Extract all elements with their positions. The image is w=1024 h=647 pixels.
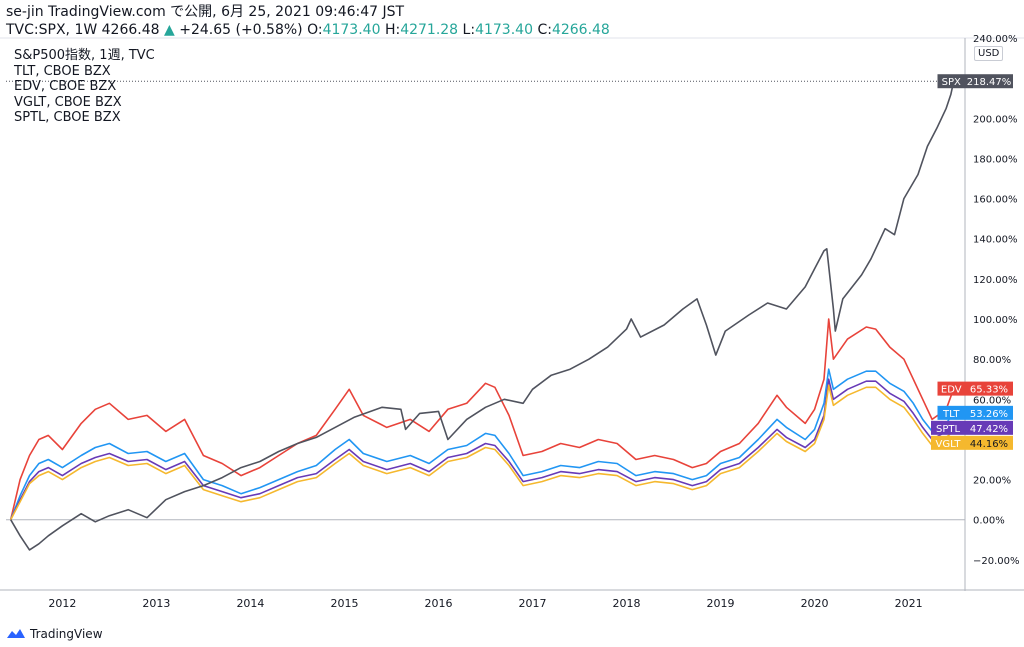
up-arrow-icon: ▲ bbox=[164, 22, 175, 38]
grid bbox=[0, 37, 1024, 521]
y-tick-label: 100.00% bbox=[973, 315, 1018, 326]
y-tick-label-top: 240.00% bbox=[973, 34, 1018, 45]
x-tick-label: 2019 bbox=[707, 597, 735, 610]
x-tick-label: 2013 bbox=[142, 597, 170, 610]
badge-name-bg bbox=[937, 74, 965, 89]
y-tick-label: 200.00% bbox=[973, 114, 1018, 125]
badge-value-bg bbox=[965, 381, 1013, 396]
badge-name: EDV bbox=[941, 385, 962, 396]
series-legend: S&P500指数, 1週, TVC TLT, CBOE BZX EDV, CBO… bbox=[14, 48, 155, 126]
badge-name-bg bbox=[931, 435, 965, 450]
badge-name: VGLT bbox=[936, 439, 962, 450]
x-tick-label: 2018 bbox=[613, 597, 641, 610]
open-value: 4173.40 bbox=[322, 22, 381, 38]
badge-value: 47.42% bbox=[970, 424, 1008, 435]
badge-value: 65.33% bbox=[970, 385, 1008, 396]
series-line-spx bbox=[10, 81, 955, 551]
badge-spx: SPX 218.47% bbox=[937, 74, 1013, 89]
close-value: 4266.48 bbox=[551, 22, 610, 38]
badge-tlt: TLT 53.26% bbox=[937, 405, 1013, 420]
y-axis: −20.00%0.00%20.00%40.00%60.00%80.00%100.… bbox=[964, 34, 1020, 591]
y-tick-label: 160.00% bbox=[973, 195, 1018, 206]
y-tick-label: 0.00% bbox=[973, 516, 1005, 527]
y-tick-label: 120.00% bbox=[973, 275, 1018, 286]
publish-info: se-jin TradingView.com で公開, 6月 25, 2021 … bbox=[6, 4, 405, 20]
badge-vglt: VGLT 44.16% bbox=[931, 435, 1013, 450]
x-tick-label: 2020 bbox=[801, 597, 829, 610]
badge-value: 44.16% bbox=[970, 439, 1008, 450]
y-tick-label: 180.00% bbox=[973, 154, 1018, 165]
footer-brand: TradingView bbox=[6, 627, 103, 641]
low-label: L: bbox=[462, 22, 476, 38]
y-tick-label: −20.00% bbox=[973, 556, 1020, 567]
badge-sptl: SPTL 47.42% bbox=[931, 420, 1013, 435]
series-line-edv bbox=[9, 318, 955, 520]
y-tick-label: 80.00% bbox=[973, 355, 1011, 366]
x-tick-label: 2017 bbox=[519, 597, 547, 610]
series-line-vglt bbox=[9, 384, 955, 521]
series-line-sptl bbox=[9, 378, 955, 521]
badge-value-bg bbox=[965, 420, 1013, 435]
x-tick-label: 2012 bbox=[48, 597, 76, 610]
badge-name-bg bbox=[937, 381, 965, 396]
y-tick-label: 20.00% bbox=[973, 476, 1011, 487]
badge-value: 218.47% bbox=[967, 77, 1012, 88]
legend-item-sptl[interactable]: SPTL, CBOE BZX bbox=[14, 110, 121, 125]
badge-edv: EDV 65.33% bbox=[937, 381, 1013, 396]
symbol-info: TVC:SPX, 1W 4266.48 bbox=[6, 22, 160, 38]
y-tick-label: 140.00% bbox=[973, 235, 1018, 246]
badge-name: SPX bbox=[942, 77, 961, 88]
badge-value-bg bbox=[965, 435, 1013, 450]
currency-button[interactable]: USD bbox=[974, 46, 1004, 61]
low-value: 4173.40 bbox=[475, 22, 533, 38]
ohlc-line: TVC:SPX, 1W 4266.48 ▲ +24.65 (+0.58%) O:… bbox=[6, 21, 610, 39]
badge-name-bg bbox=[937, 405, 965, 420]
open-label: O: bbox=[307, 22, 323, 38]
series-line-tlt bbox=[9, 368, 955, 520]
brand-name: TradingView bbox=[30, 627, 103, 641]
legend-item-edv[interactable]: EDV, CBOE BZX bbox=[14, 79, 117, 94]
chart-header: se-jin TradingView.com で公開, 6月 25, 2021 … bbox=[6, 3, 610, 39]
series-layer bbox=[9, 81, 955, 551]
y-tick-label: 60.00% bbox=[973, 395, 1011, 406]
x-tick-label: 2016 bbox=[424, 597, 452, 610]
high-value: 4271.28 bbox=[400, 22, 459, 38]
badge-name: TLT bbox=[942, 409, 960, 420]
tradingview-logo-icon bbox=[7, 629, 25, 638]
legend-item-tlt[interactable]: TLT, CBOE BZX bbox=[14, 63, 111, 79]
high-label: H: bbox=[384, 22, 401, 38]
change-value: +24.65 (+0.58%) bbox=[179, 22, 303, 38]
last-value-badges: SPX 218.47%EDV 65.33%TLT 53.26%SPTL 47.42%VG… bbox=[931, 74, 1013, 450]
badge-name-bg bbox=[931, 420, 965, 435]
x-tick-label: 2014 bbox=[236, 597, 264, 610]
legend-item-spx[interactable]: S&P500指数, 1週, TVC bbox=[14, 48, 155, 63]
legend-item-vglt[interactable]: VGLT, CBOE BZX bbox=[14, 94, 122, 110]
badge-value-bg bbox=[965, 405, 1013, 420]
close-label: C: bbox=[537, 22, 552, 38]
x-tick-label: 2015 bbox=[330, 597, 358, 610]
x-axis: 2012 2013 2014 2015 2016 2017 2018 2019 2020 2021 bbox=[0, 589, 1024, 610]
badge-value: 53.26% bbox=[970, 409, 1008, 420]
x-tick-label: 2021 bbox=[895, 597, 923, 610]
badge-name: SPTL bbox=[936, 424, 960, 435]
badge-value-bg bbox=[965, 74, 1013, 89]
